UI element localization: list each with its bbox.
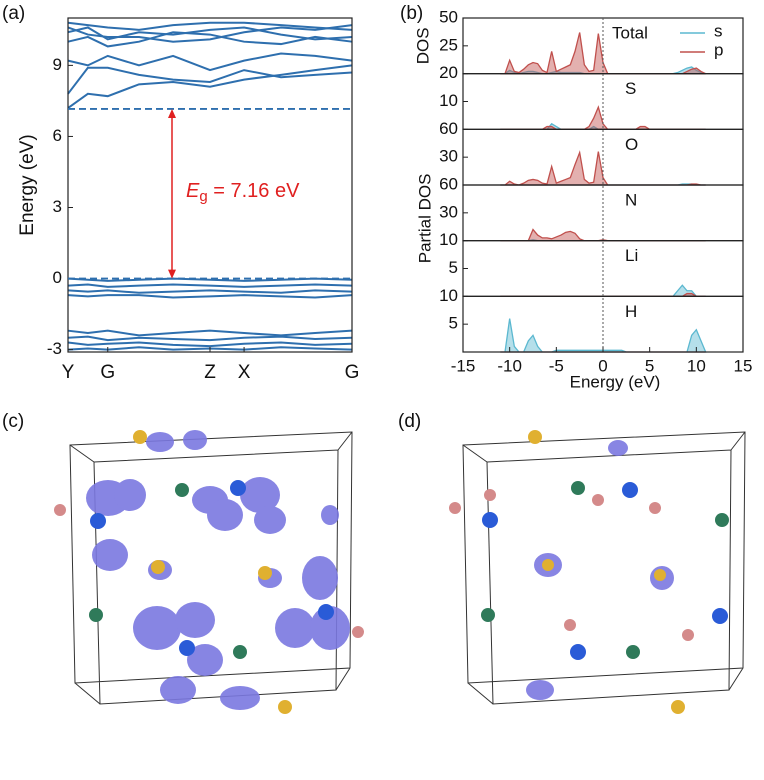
structure-c <box>54 430 364 714</box>
panel-label: (b) <box>400 3 423 24</box>
x-axis-label: Energy (eV) <box>570 372 661 391</box>
x-tick-label: G <box>345 362 360 383</box>
panel-element-label: O <box>625 135 638 154</box>
panel-frame <box>462 184 744 242</box>
panel-element-label: Li <box>625 246 638 265</box>
x-tick-label: Z <box>204 362 216 383</box>
band <box>67 294 353 299</box>
band <box>67 52 353 72</box>
panel-element-label: N <box>625 190 637 209</box>
y-tick-label: 10 <box>439 91 458 110</box>
y-tick-label: -3 <box>47 339 62 358</box>
y-tick-label: 25 <box>439 35 458 54</box>
x-tick-label: -15 <box>451 356 476 375</box>
x-tick-label: X <box>238 362 251 383</box>
band <box>67 283 353 288</box>
band <box>67 21 353 31</box>
gap-label-part: g <box>199 188 207 205</box>
panel-element-label: S <box>625 79 636 98</box>
legend-label: p <box>714 40 723 59</box>
panel-element-label: Total <box>612 23 648 42</box>
band <box>67 341 353 348</box>
y-tick-label: 20 <box>439 63 458 82</box>
band <box>67 24 353 43</box>
x-tick-label: 0 <box>598 356 607 375</box>
gap-label-part: E <box>186 180 200 202</box>
legend-label: s <box>714 21 723 40</box>
y-tick-label: 0 <box>53 268 62 287</box>
y-tick-label: 30 <box>439 202 458 221</box>
x-tick-label: 10 <box>687 356 706 375</box>
x-tick-label: G <box>100 362 115 383</box>
x-tick-label: -5 <box>549 356 564 375</box>
band <box>67 31 353 48</box>
band <box>67 277 353 282</box>
band <box>67 329 353 337</box>
y-tick-label: 60 <box>439 174 458 193</box>
x-tick-label: -10 <box>497 356 522 375</box>
x-tick-label: 15 <box>734 356 753 375</box>
y-axis-label: DOS <box>413 27 432 64</box>
y-axis-label: Energy (eV) <box>17 134 38 235</box>
structure-d <box>449 430 746 714</box>
band <box>67 66 353 95</box>
band <box>67 335 353 342</box>
panel-element-label: H <box>625 302 637 321</box>
y-tick-label: 9 <box>53 55 62 74</box>
gap-label-part: = 7.16 eV <box>208 180 300 202</box>
y-tick-label: 5 <box>449 258 458 277</box>
band <box>67 64 353 109</box>
panel-label: (c) <box>2 411 24 432</box>
band <box>67 346 353 351</box>
y-tick-label: 10 <box>439 230 458 249</box>
y-tick-label: 30 <box>439 147 458 166</box>
band <box>67 289 353 294</box>
y-tick-label: 3 <box>53 197 62 216</box>
y-tick-label: 5 <box>449 314 458 333</box>
y-tick-label: 50 <box>439 7 458 26</box>
panel-label: (d) <box>398 411 421 432</box>
x-tick-label: Y <box>62 362 75 383</box>
y-axis-label: Partial DOS <box>415 174 434 264</box>
panel-label: (a) <box>2 3 25 24</box>
y-tick-label: 6 <box>53 126 62 145</box>
y-tick-label: 60 <box>439 119 458 138</box>
x-tick-label: 5 <box>645 356 654 375</box>
y-tick-label: 10 <box>439 286 458 305</box>
band <box>67 26 353 41</box>
gap-label: Eg = 7.16 eV <box>186 180 300 205</box>
